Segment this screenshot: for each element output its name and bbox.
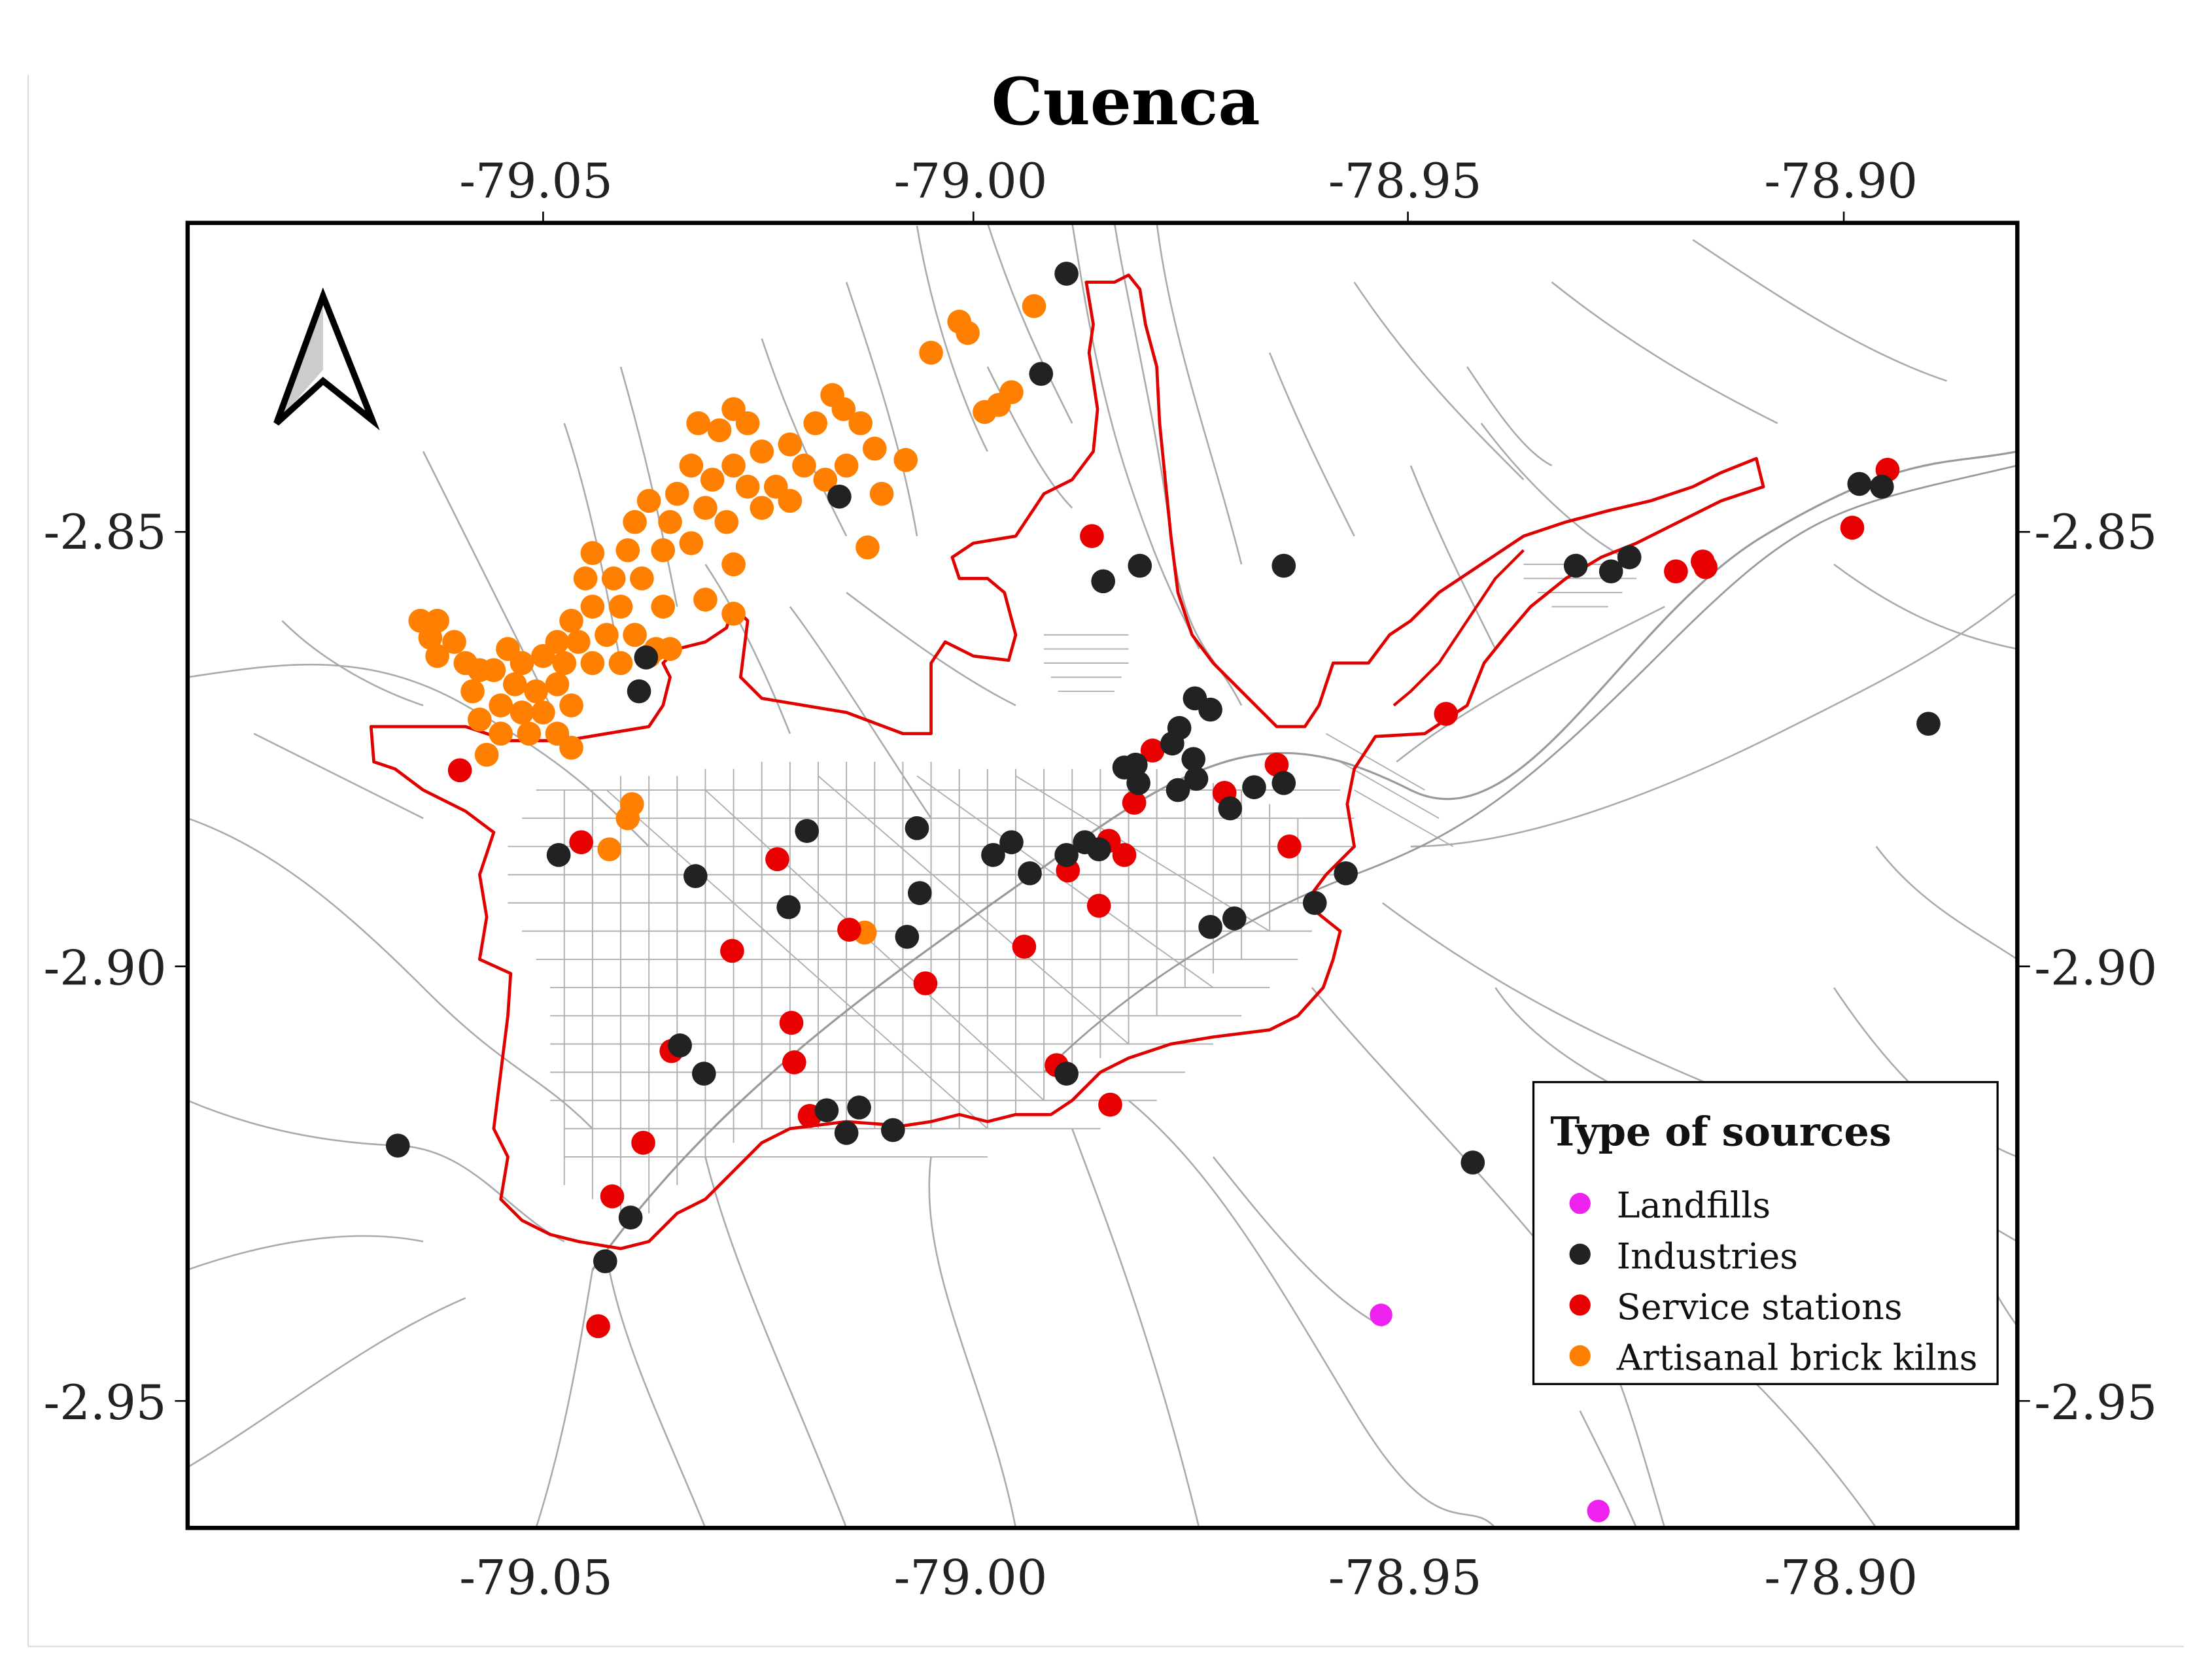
legend-item-brick-kilns: Artisanal brick kilns	[1569, 1337, 1978, 1379]
x-tick-label: -78.95	[1328, 1551, 1482, 1606]
legend-box	[1532, 1080, 1999, 1385]
y-tick-label: -2.85	[2034, 505, 2157, 560]
legend-item-landfills: Landfills	[1569, 1185, 1771, 1226]
map-title: Cuenca	[992, 64, 1260, 140]
legend: Type of sources Landfills Industries Ser…	[1532, 1080, 1999, 1385]
legend-label: Artisanal brick kilns	[1616, 1337, 1978, 1379]
landfill-points	[1370, 1303, 1610, 1523]
right-y-axis: -2.85 -2.90 -2.95	[2017, 505, 2157, 1431]
x-tick-label: -79.00	[894, 154, 1048, 209]
top-x-axis: -79.05 -79.00 -78.95 -78.90	[459, 154, 1918, 223]
y-tick-label: -2.90	[2034, 941, 2157, 997]
x-tick-label: -78.90	[1764, 154, 1918, 209]
industry-marker-icon	[1569, 1243, 1591, 1265]
y-tick-label: -2.90	[43, 941, 166, 997]
legend-item-service-stations: Service stations	[1569, 1286, 1903, 1328]
legend-label: Landfills	[1617, 1185, 1771, 1226]
legend-title: Type of sources	[1550, 1109, 1891, 1156]
legend-item-industries: Industries	[1569, 1235, 1798, 1277]
urban-boundary	[369, 273, 1765, 1250]
bottom-x-axis: -79.05 -79.00 -78.95 -78.90	[459, 1551, 1918, 1606]
industry-points	[385, 262, 1941, 1273]
y-tick-label: -2.95	[2034, 1375, 2157, 1431]
map-area[interactable]: Type of sources Landfills Industries Ser…	[187, 222, 2018, 1528]
x-tick-label: -78.90	[1764, 1551, 1918, 1606]
landfill-marker-icon	[1569, 1192, 1591, 1214]
x-tick-label: -79.00	[894, 1551, 1048, 1606]
x-tick-label: -78.95	[1328, 154, 1482, 209]
north-arrow-icon	[273, 287, 380, 431]
service-station-marker-icon	[1569, 1294, 1591, 1316]
y-tick-label: -2.85	[43, 505, 166, 560]
legend-label: Industries	[1617, 1235, 1798, 1277]
x-tick-label: -79.05	[459, 154, 613, 209]
map-frame	[185, 220, 2020, 1530]
legend-label: Service stations	[1617, 1286, 1903, 1328]
y-tick-label: -2.95	[43, 1375, 166, 1431]
main-highway	[591, 450, 2018, 1271]
brick-kiln-marker-icon	[1569, 1345, 1591, 1367]
left-y-axis: -2.85 -2.90 -2.95	[43, 505, 188, 1431]
x-tick-label: -79.05	[459, 1551, 613, 1606]
